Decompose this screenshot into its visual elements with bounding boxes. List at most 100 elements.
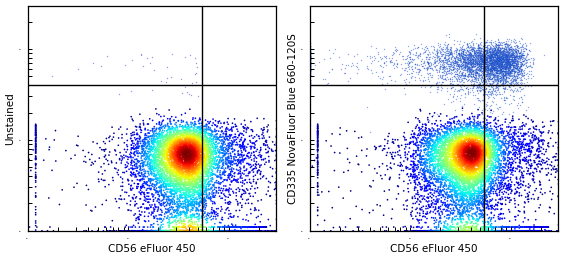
Point (424, 147, 433, 151)
Point (473, 205, 482, 210)
Point (472, 163, 481, 167)
Point (232, 180, 241, 184)
Point (473, 70, 482, 75)
Point (202, 229, 212, 233)
Point (491, 72, 500, 76)
Point (503, 56, 512, 61)
Point (482, 76, 491, 80)
Point (165, 170, 174, 174)
Point (449, 162, 458, 166)
Point (476, 229, 485, 233)
Point (478, 65, 487, 69)
Point (272, 193, 281, 197)
Point (482, 229, 491, 233)
Point (178, 91, 187, 95)
Point (177, 145, 186, 149)
Point (433, 229, 442, 233)
Point (474, 45, 483, 49)
Point (418, 211, 428, 215)
Point (167, 188, 176, 192)
Point (512, 88, 521, 92)
Point (474, 199, 483, 204)
Point (177, 225, 186, 229)
Point (454, 169, 463, 173)
Point (149, 139, 158, 143)
Point (500, 57, 509, 61)
Point (448, 152, 457, 156)
Point (494, 58, 503, 62)
Point (131, 218, 140, 223)
Point (422, 54, 431, 58)
Point (142, 229, 151, 233)
Point (475, 154, 484, 158)
Point (474, 229, 483, 233)
Point (170, 188, 179, 192)
Point (166, 138, 175, 142)
Point (450, 121, 459, 125)
Point (431, 145, 440, 149)
Point (471, 62, 480, 66)
Point (483, 42, 492, 47)
Point (431, 138, 440, 142)
Point (148, 145, 157, 149)
Point (515, 160, 525, 164)
Point (465, 150, 474, 154)
Point (175, 140, 184, 145)
Point (158, 168, 168, 172)
Point (159, 181, 168, 186)
Point (485, 171, 494, 175)
Point (168, 115, 177, 119)
Point (554, 194, 563, 198)
Point (479, 62, 488, 66)
Point (148, 155, 157, 159)
Point (503, 159, 512, 163)
Point (496, 176, 505, 180)
Point (437, 177, 446, 181)
Point (154, 229, 163, 233)
Point (192, 173, 201, 178)
Point (500, 69, 509, 73)
Point (468, 229, 477, 233)
Point (197, 229, 206, 233)
Point (451, 183, 460, 187)
Point (494, 40, 503, 44)
Point (194, 183, 203, 187)
Point (465, 185, 474, 189)
Point (452, 160, 461, 164)
Point (139, 172, 148, 177)
Point (192, 229, 201, 233)
Point (462, 63, 471, 68)
Point (487, 40, 496, 44)
Point (471, 62, 480, 66)
Point (435, 133, 444, 137)
Point (443, 213, 452, 217)
Point (476, 166, 485, 171)
Point (429, 155, 438, 159)
Point (155, 156, 164, 160)
Point (476, 142, 485, 146)
Point (173, 159, 182, 163)
Point (446, 229, 455, 233)
Point (489, 58, 498, 62)
Point (472, 141, 481, 146)
Point (188, 151, 197, 155)
Point (153, 181, 162, 186)
Point (459, 135, 468, 140)
Point (418, 128, 428, 133)
Point (519, 139, 528, 143)
Point (513, 101, 522, 105)
Point (194, 224, 203, 229)
Point (487, 59, 496, 63)
Point (495, 197, 504, 202)
Point (492, 59, 501, 63)
Point (233, 158, 242, 162)
Point (183, 162, 192, 166)
Point (492, 57, 501, 61)
Point (472, 48, 481, 53)
Point (159, 153, 168, 157)
Point (139, 191, 148, 195)
Point (181, 123, 190, 127)
Point (151, 165, 160, 170)
Point (477, 141, 486, 145)
Point (189, 229, 198, 233)
